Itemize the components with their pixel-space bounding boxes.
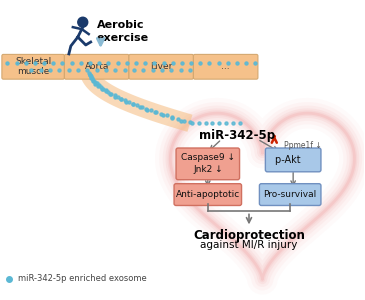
Text: Cardioprotection: Cardioprotection <box>193 229 305 242</box>
Text: Ppme1f ↓: Ppme1f ↓ <box>284 140 322 149</box>
Text: Skeletal
muscle: Skeletal muscle <box>15 57 51 76</box>
Text: Aorta: Aorta <box>84 62 109 71</box>
Circle shape <box>78 17 88 27</box>
Text: p-Akt: p-Akt <box>275 155 304 165</box>
Text: Pro-survival: Pro-survival <box>264 190 317 199</box>
Text: ...: ... <box>221 62 230 71</box>
FancyBboxPatch shape <box>174 184 242 206</box>
FancyBboxPatch shape <box>129 54 193 79</box>
Text: against MI/R injury: against MI/R injury <box>200 240 298 250</box>
FancyBboxPatch shape <box>265 148 321 172</box>
FancyBboxPatch shape <box>176 148 239 180</box>
FancyBboxPatch shape <box>260 184 321 206</box>
Text: miR-342-5p: miR-342-5p <box>199 129 274 142</box>
Text: Anti-apoptotic: Anti-apoptotic <box>176 190 240 199</box>
FancyBboxPatch shape <box>193 54 258 79</box>
Text: Aerobic
exercise: Aerobic exercise <box>97 20 149 43</box>
Text: Liver: Liver <box>150 62 172 71</box>
FancyBboxPatch shape <box>2 54 64 79</box>
PathPatch shape <box>80 70 192 132</box>
Text: miR-342-5p enriched exosome: miR-342-5p enriched exosome <box>18 274 147 283</box>
FancyBboxPatch shape <box>64 54 129 79</box>
Text: Caspase9 ↓
Jnk2 ↓: Caspase9 ↓ Jnk2 ↓ <box>181 154 235 174</box>
